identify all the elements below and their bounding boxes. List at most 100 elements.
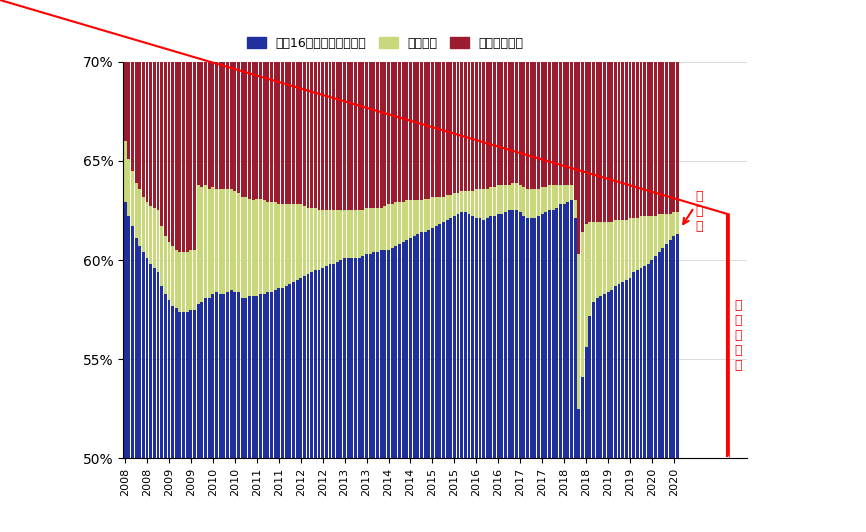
Bar bbox=[526, 62, 529, 188]
Bar bbox=[479, 62, 481, 188]
Bar bbox=[361, 62, 365, 211]
Bar bbox=[417, 201, 419, 234]
Bar bbox=[629, 218, 631, 278]
Bar bbox=[573, 62, 577, 201]
Bar bbox=[522, 217, 526, 459]
Bar bbox=[555, 62, 559, 185]
Bar bbox=[650, 217, 654, 260]
Bar bbox=[233, 292, 236, 459]
Bar bbox=[292, 204, 294, 282]
Text: 劳
动
参
与
率: 劳 动 参 与 率 bbox=[734, 299, 742, 372]
Bar bbox=[402, 62, 404, 203]
Bar bbox=[449, 218, 452, 459]
Bar bbox=[229, 290, 233, 459]
Bar bbox=[512, 182, 514, 211]
Bar bbox=[369, 254, 372, 459]
Bar bbox=[504, 62, 507, 185]
Bar bbox=[259, 62, 262, 198]
Bar bbox=[190, 62, 192, 250]
Bar bbox=[215, 188, 218, 292]
Bar bbox=[354, 62, 357, 211]
Bar bbox=[519, 212, 521, 459]
Bar bbox=[588, 62, 591, 222]
Bar bbox=[493, 217, 496, 459]
Bar bbox=[226, 188, 229, 292]
Bar bbox=[533, 188, 536, 218]
Bar bbox=[446, 220, 449, 459]
Bar bbox=[507, 211, 511, 459]
Bar bbox=[241, 298, 243, 459]
Bar bbox=[186, 62, 189, 252]
Bar bbox=[636, 62, 639, 218]
Bar bbox=[530, 188, 533, 218]
Bar bbox=[402, 242, 404, 459]
Bar bbox=[365, 209, 368, 254]
Bar bbox=[142, 252, 145, 459]
Bar bbox=[585, 225, 587, 347]
Bar bbox=[255, 62, 258, 198]
Bar bbox=[193, 250, 196, 310]
Bar bbox=[277, 204, 281, 288]
Bar bbox=[442, 196, 445, 222]
Bar bbox=[204, 298, 207, 459]
Bar bbox=[555, 209, 559, 459]
Bar bbox=[647, 264, 650, 459]
Bar bbox=[307, 62, 309, 209]
Bar bbox=[545, 62, 547, 187]
Bar bbox=[372, 252, 375, 459]
Bar bbox=[585, 62, 587, 225]
Bar bbox=[676, 234, 679, 459]
Bar bbox=[134, 62, 138, 182]
Bar bbox=[471, 217, 474, 459]
Bar bbox=[223, 294, 225, 459]
Bar bbox=[581, 377, 584, 459]
Bar bbox=[318, 62, 320, 211]
Bar bbox=[142, 196, 145, 252]
Bar bbox=[603, 294, 606, 459]
Bar bbox=[588, 222, 591, 315]
Bar bbox=[573, 218, 577, 459]
Bar bbox=[211, 187, 215, 294]
Bar bbox=[127, 217, 130, 459]
Bar bbox=[621, 62, 624, 220]
Bar bbox=[559, 204, 562, 459]
Bar bbox=[398, 244, 401, 459]
Bar bbox=[617, 284, 620, 459]
Bar bbox=[303, 206, 306, 276]
Bar bbox=[486, 62, 488, 188]
Bar bbox=[643, 62, 646, 217]
Bar bbox=[285, 286, 288, 459]
Bar bbox=[676, 62, 679, 212]
Bar bbox=[318, 211, 320, 270]
Bar bbox=[361, 256, 365, 459]
Bar bbox=[548, 62, 551, 185]
Bar bbox=[164, 62, 167, 236]
Bar bbox=[449, 62, 452, 195]
Bar bbox=[427, 62, 430, 198]
Bar bbox=[621, 282, 624, 459]
Bar bbox=[501, 185, 503, 214]
Bar bbox=[479, 218, 481, 459]
Bar bbox=[413, 236, 416, 459]
Bar bbox=[581, 232, 584, 377]
Bar bbox=[336, 262, 339, 459]
Bar bbox=[475, 188, 478, 218]
Bar bbox=[321, 211, 324, 268]
Bar bbox=[379, 209, 383, 250]
Bar bbox=[486, 218, 488, 459]
Bar bbox=[186, 312, 189, 459]
Bar bbox=[460, 212, 463, 459]
Bar bbox=[285, 204, 288, 286]
Bar bbox=[438, 196, 441, 225]
Bar bbox=[486, 188, 488, 218]
Bar bbox=[160, 286, 163, 459]
Bar bbox=[482, 62, 485, 188]
Bar bbox=[515, 182, 518, 211]
Bar bbox=[471, 190, 474, 217]
Bar bbox=[446, 62, 449, 195]
Bar bbox=[647, 62, 650, 217]
Bar bbox=[244, 298, 248, 459]
Bar bbox=[427, 230, 430, 459]
Bar bbox=[599, 222, 602, 296]
Bar bbox=[533, 62, 536, 188]
